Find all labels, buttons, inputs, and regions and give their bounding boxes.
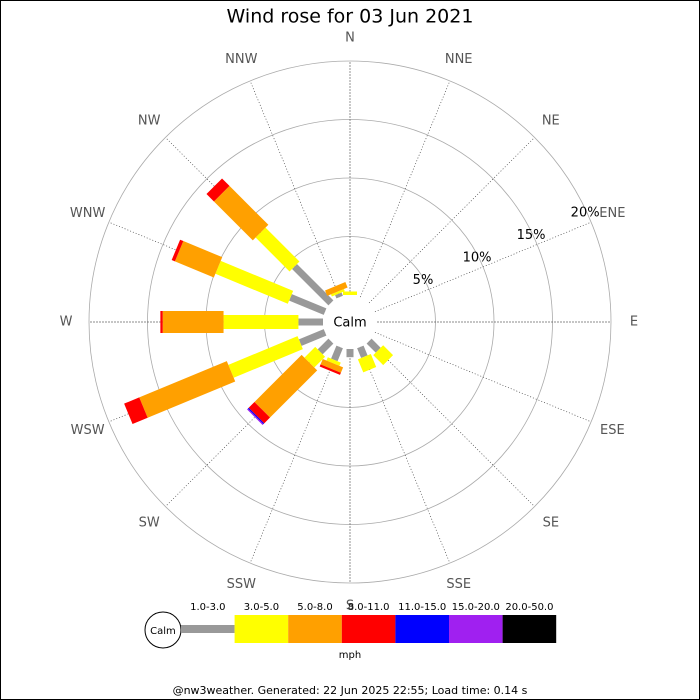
- calm-circle: [324, 296, 376, 348]
- bar-segment: [289, 294, 327, 315]
- bar-segment: [247, 407, 265, 425]
- grid-ring: [88, 60, 612, 584]
- direction-label: NNE: [445, 52, 473, 67]
- direction-label: NW: [138, 114, 161, 129]
- bar-segment: [298, 329, 327, 346]
- direction-label: SE: [543, 515, 559, 530]
- calm-label: Calm: [333, 316, 366, 331]
- spoke: [368, 340, 535, 507]
- direction-label: N: [345, 31, 355, 46]
- direction-label: WSW: [71, 423, 105, 438]
- direction-label: SSE: [446, 577, 471, 592]
- legend-label: 3.0-5.0: [244, 602, 279, 613]
- bar-segment: [317, 338, 334, 355]
- bar-segment: [366, 338, 381, 353]
- bar-segment: [139, 361, 236, 418]
- legend-swatch: [181, 625, 235, 633]
- spoke: [374, 221, 592, 312]
- bar-segment: [174, 241, 223, 278]
- direction-label: WNW: [70, 206, 106, 221]
- legend-swatch: [234, 615, 289, 643]
- r-tick-label: 15%: [517, 228, 546, 243]
- chart-title: Wind rose for 03 Jun 2021: [227, 6, 474, 28]
- bar-segment: [326, 357, 341, 366]
- bar-segment: [320, 358, 344, 373]
- bar-segment: [254, 354, 318, 418]
- legend-swatch: [449, 615, 503, 643]
- direction-label: S: [346, 599, 354, 614]
- bar-segment: [373, 345, 394, 366]
- bar-segment: [331, 345, 343, 362]
- direction-label: E: [630, 315, 638, 330]
- legend-swatch: [341, 615, 396, 643]
- spoke: [374, 332, 592, 423]
- direction-label: SSW: [227, 577, 257, 592]
- bar-segment: [228, 336, 303, 378]
- bar-segment: [247, 408, 264, 425]
- legend-label: 5.0-8.0: [297, 602, 332, 613]
- spoke: [249, 80, 340, 298]
- bar-segment: [357, 353, 377, 373]
- direction-label: NNW: [225, 52, 257, 67]
- direction-label: ENE: [599, 206, 625, 221]
- legend-swatch: [288, 615, 342, 643]
- direction-label: NE: [542, 114, 560, 129]
- bar-segment: [330, 288, 345, 297]
- legend-unit: mph: [339, 650, 361, 661]
- bar-segment: [124, 397, 148, 424]
- bar-segment: [335, 292, 343, 299]
- r-tick-label: 10%: [463, 250, 492, 265]
- legend-label: 11.0-15.0: [398, 602, 446, 613]
- bar-segment: [325, 282, 348, 296]
- legend-calm-label: Calm: [150, 626, 176, 637]
- bar-segment: [206, 178, 230, 202]
- bar-segment: [248, 401, 271, 424]
- bar-segment: [255, 227, 300, 272]
- direction-label: SW: [139, 515, 160, 530]
- legend-swatch: [502, 615, 557, 643]
- spoke: [360, 346, 451, 564]
- bar-segment: [357, 345, 368, 359]
- bar-segment: [304, 346, 326, 368]
- r-tick-label: 20%: [571, 206, 600, 221]
- legend-swatch: [395, 615, 449, 643]
- legend-label: 15.0-20.0: [452, 602, 500, 613]
- spoke: [249, 346, 340, 564]
- bar-segment: [292, 264, 334, 306]
- spoke: [360, 80, 451, 298]
- r-tick-label: 5%: [413, 273, 434, 288]
- bar-segment: [319, 364, 341, 375]
- direction-label: ESE: [600, 423, 625, 438]
- spoke: [368, 137, 535, 304]
- bar-segment: [215, 260, 294, 304]
- legend-label: 8.0-11.0: [348, 602, 390, 613]
- direction-label: W: [60, 315, 73, 330]
- bar-segment: [213, 185, 269, 241]
- bar-segment: [171, 239, 184, 262]
- legend-label: 1.0-3.0: [190, 602, 225, 613]
- footer: @nw3weather. Generated: 22 Jun 2025 22:5…: [173, 684, 528, 697]
- legend-label: 20.0-50.0: [505, 602, 553, 613]
